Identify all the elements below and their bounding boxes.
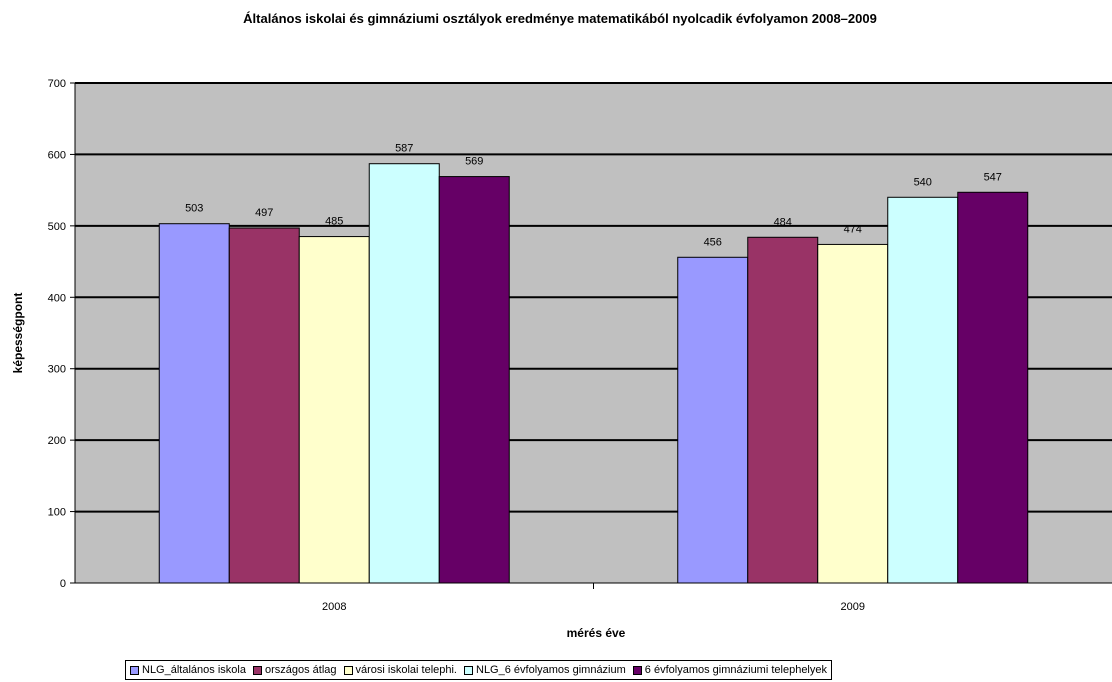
legend-swatch (130, 665, 139, 675)
bars (158, 163, 1029, 584)
legend-swatch (252, 665, 262, 675)
bar (228, 227, 300, 584)
legend-swatch (632, 665, 642, 675)
legend-entry: NLG_általános iskola (130, 664, 246, 676)
bar (957, 191, 1029, 584)
data-label: 497 (255, 207, 273, 219)
bar (368, 163, 440, 584)
legend-label: NLG_6 évfolyamos gimnázium (476, 664, 626, 676)
y-tick-label: 700 (48, 78, 66, 90)
data-label: 503 (185, 203, 203, 215)
legend-entry: országos átlag (252, 664, 337, 676)
legend-entry: NLG_6 évfolyamos gimnázium (464, 664, 626, 676)
data-label: 587 (395, 143, 413, 155)
y-tick-label: 600 (48, 149, 66, 161)
data-labels: 503 497 485 587 569 456 484 474 540 547 (185, 143, 1002, 249)
bar (677, 256, 749, 584)
bar (817, 243, 889, 584)
legend-swatch (464, 665, 473, 675)
data-label: 540 (914, 176, 932, 188)
bar (438, 176, 510, 584)
data-label: 484 (774, 216, 792, 228)
bar (298, 236, 370, 584)
legend-entry: városi iskolai telephi. (343, 664, 458, 676)
bar (158, 223, 230, 584)
data-label: 474 (844, 223, 862, 235)
legend-label: 6 évfolyamos gimnáziumi telephelyek (644, 664, 827, 676)
data-label: 569 (465, 156, 483, 168)
x-tick-label: 2009 (841, 601, 865, 613)
legend: NLG_általános iskola országos átlag városi… (125, 660, 832, 680)
data-label: 547 (984, 171, 1002, 183)
legend-label: városi iskolai telephi. (355, 664, 458, 676)
x-axis-title: mérés éve (567, 626, 626, 640)
chart-title: Általános iskolai és gimnáziumi osztályo… (243, 11, 877, 26)
y-tick-label: 500 (48, 221, 66, 233)
y-tick-label: 400 (48, 292, 66, 304)
legend-label: NLG_általános iskola (142, 664, 246, 676)
legend-entry: 6 évfolyamos gimnáziumi telephelyek (632, 664, 827, 676)
y-tick-label: 100 (48, 507, 66, 519)
legend-swatch (343, 665, 353, 675)
data-label: 485 (325, 216, 343, 228)
y-tick-label: 300 (48, 364, 66, 376)
y-axis-title: képességpont (11, 293, 25, 374)
y-tick-label: 200 (48, 435, 66, 447)
y-tick-label: 0 (60, 578, 66, 590)
legend-label: országos átlag (264, 664, 337, 676)
x-tick-label: 2008 (322, 601, 346, 613)
bar (747, 236, 819, 584)
bar (887, 196, 959, 584)
data-label: 456 (704, 236, 722, 248)
axes: 0 100 200 300 400 500 600 700 2008 2009 mérés éve k… (11, 78, 1112, 640)
